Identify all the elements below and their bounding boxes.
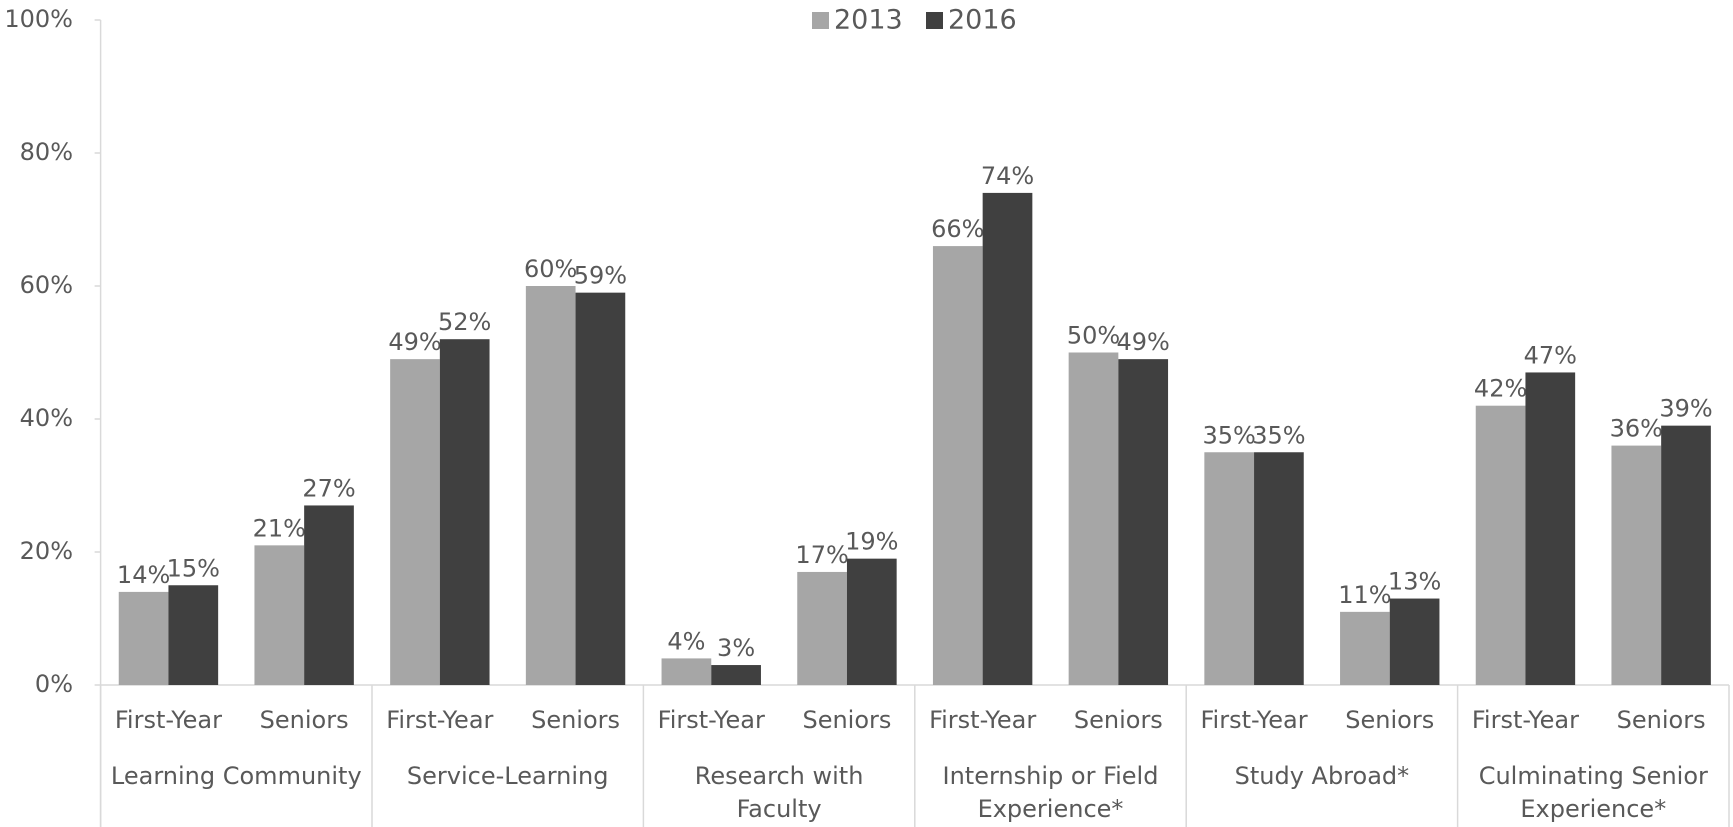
bar: [1068, 352, 1119, 685]
value-label: 74%: [981, 162, 1034, 190]
x-tick-label: First-Year: [1472, 706, 1579, 734]
value-label: 47%: [1524, 341, 1577, 369]
bar: [982, 192, 1033, 685]
bar: [797, 571, 847, 685]
legend-swatch: [812, 12, 829, 29]
value-label: 13%: [1388, 568, 1441, 596]
y-tick-label: 0%: [35, 670, 73, 698]
bar: [1661, 425, 1711, 685]
bar: [525, 286, 576, 685]
value-label: 17%: [795, 541, 848, 569]
value-label: 42%: [1474, 375, 1527, 403]
x-tick-label: First-Year: [386, 706, 493, 734]
group-label: Internship or Field Experience*: [942, 762, 1159, 823]
value-label: 4%: [667, 627, 705, 655]
bar: [1204, 452, 1255, 685]
bar: [575, 292, 626, 685]
bar: [1611, 445, 1662, 685]
y-tick-label: 40%: [20, 404, 73, 432]
value-label: 14%: [117, 561, 170, 589]
x-tick-label: First-Year: [658, 706, 765, 734]
value-label: 60%: [524, 255, 577, 283]
value-label: 39%: [1659, 395, 1712, 423]
legend-swatch: [926, 12, 943, 29]
group-label: Research with Faculty: [694, 762, 864, 823]
value-label: 50%: [1067, 322, 1120, 350]
x-tick-label: Seniors: [1074, 706, 1163, 734]
group-label: Service-Learning: [406, 762, 609, 790]
bar: [118, 591, 169, 685]
x-tick-label: First-Year: [115, 706, 222, 734]
bar: [390, 359, 440, 685]
bar: [711, 665, 761, 685]
x-tick-label: Seniors: [260, 706, 349, 734]
bar: [661, 658, 712, 685]
group-label: Culminating Senior Experience*: [1478, 762, 1708, 823]
y-tick-label: 60%: [20, 271, 73, 299]
value-label: 19%: [845, 528, 898, 556]
group-label: Learning Community: [110, 762, 362, 790]
value-label: 35%: [1203, 421, 1256, 449]
value-label: 21%: [253, 514, 306, 542]
value-label: 3%: [717, 634, 755, 662]
value-label: 36%: [1610, 415, 1663, 443]
value-label: 49%: [388, 328, 441, 356]
legend-label: 2016: [948, 5, 1017, 36]
value-label: 35%: [1252, 421, 1305, 449]
bar: [1254, 452, 1304, 685]
y-tick-label: 100%: [4, 5, 73, 33]
bar: [254, 545, 305, 685]
legend-label: 2013: [834, 5, 903, 36]
x-tick-label: Seniors: [802, 706, 891, 734]
value-label: 27%: [302, 474, 355, 502]
x-tick-label: Seniors: [531, 706, 620, 734]
value-label: 49%: [1117, 328, 1170, 356]
bar: [439, 339, 490, 685]
x-tick-label: Seniors: [1345, 706, 1434, 734]
bar: [932, 246, 983, 685]
bar: [1475, 405, 1526, 685]
value-label: 66%: [931, 215, 984, 243]
value-label: 59%: [574, 262, 627, 290]
bar: [1118, 359, 1169, 685]
y-tick-label: 80%: [20, 138, 73, 166]
x-tick-label: First-Year: [1200, 706, 1307, 734]
bar: [1525, 372, 1576, 685]
bar: [1389, 598, 1440, 685]
bar: [304, 505, 354, 685]
bar: [1340, 611, 1390, 685]
value-label: 52%: [438, 308, 491, 336]
x-tick-label: Seniors: [1617, 706, 1706, 734]
y-tick-label: 20%: [20, 537, 73, 565]
group-label: Study Abroad*: [1234, 762, 1410, 790]
x-tick-label: First-Year: [929, 706, 1036, 734]
bar: [846, 558, 897, 685]
value-label: 15%: [167, 554, 220, 582]
value-label: 11%: [1338, 581, 1391, 609]
bar: [168, 585, 219, 685]
